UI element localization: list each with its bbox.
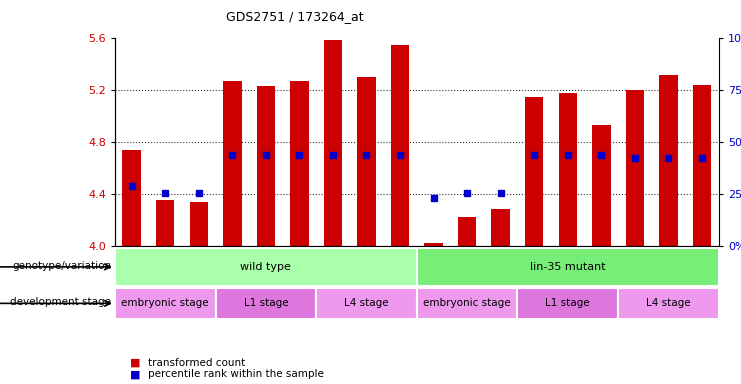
Bar: [425, 243, 443, 246]
Text: percentile rank within the sample: percentile rank within the sample: [148, 369, 324, 379]
Text: GDS2751 / 173264_at: GDS2751 / 173264_at: [226, 10, 364, 23]
Text: wild type: wild type: [240, 262, 291, 272]
Bar: [592, 125, 611, 246]
Bar: [316, 288, 416, 319]
Bar: [618, 288, 719, 319]
Bar: [122, 150, 141, 246]
Text: L1 stage: L1 stage: [545, 298, 590, 308]
Bar: [693, 85, 711, 246]
Bar: [324, 40, 342, 246]
Text: embryonic stage: embryonic stage: [122, 298, 209, 308]
Bar: [115, 248, 416, 286]
Bar: [216, 288, 316, 319]
Text: genotype/variation: genotype/variation: [12, 261, 111, 271]
Bar: [391, 45, 409, 246]
Text: lin-35 mutant: lin-35 mutant: [530, 262, 605, 272]
Bar: [223, 81, 242, 246]
Bar: [156, 200, 174, 246]
Bar: [517, 288, 618, 319]
Bar: [290, 81, 308, 246]
Text: L4 stage: L4 stage: [344, 298, 389, 308]
Bar: [559, 93, 577, 246]
Bar: [625, 90, 644, 246]
Bar: [491, 209, 510, 246]
Bar: [525, 97, 543, 246]
Bar: [190, 202, 208, 246]
Bar: [416, 288, 517, 319]
Bar: [115, 288, 216, 319]
Text: development stage: development stage: [10, 297, 111, 308]
Text: L1 stage: L1 stage: [244, 298, 288, 308]
Bar: [416, 248, 719, 286]
Bar: [458, 217, 476, 246]
Text: ■: ■: [130, 358, 140, 368]
Bar: [357, 77, 376, 246]
Bar: [659, 74, 678, 246]
Text: ■: ■: [130, 369, 140, 379]
Text: transformed count: transformed count: [148, 358, 245, 368]
Text: L4 stage: L4 stage: [646, 298, 691, 308]
Text: embryonic stage: embryonic stage: [423, 298, 511, 308]
Bar: [256, 86, 275, 246]
